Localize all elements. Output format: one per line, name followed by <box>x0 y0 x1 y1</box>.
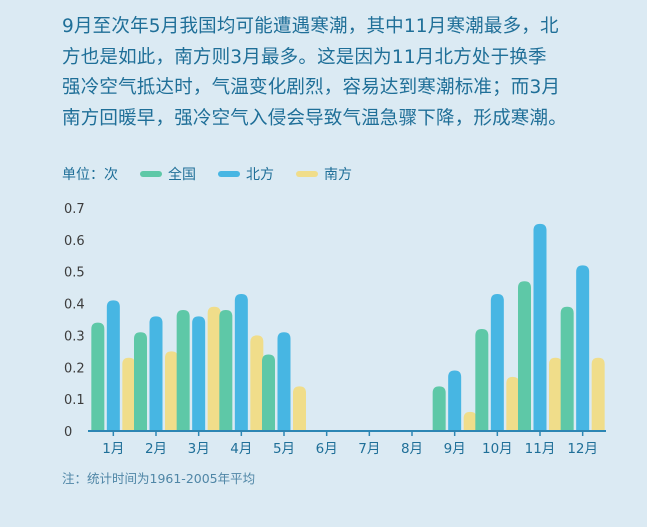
legend-swatch-south <box>296 171 318 177</box>
bar-south <box>293 386 306 431</box>
chart-legend: 单位：次 全国 北方 南方 <box>62 164 374 184</box>
bar-south <box>165 351 178 431</box>
legend-swatch-national <box>140 171 162 177</box>
y-tick-label: 0.3 <box>64 329 85 344</box>
x-tick-label: 3月 <box>188 441 210 457</box>
x-tick-label: 1月 <box>102 441 124 457</box>
bar-north <box>192 316 206 431</box>
bar-north <box>234 294 248 431</box>
y-tick-label: 0.1 <box>64 393 85 408</box>
bar-south <box>463 411 477 431</box>
y-tick-label: 0.5 <box>64 266 85 281</box>
x-tick-label: 4月 <box>230 441 252 457</box>
legend-item-south: 南方 <box>296 164 352 184</box>
x-tick-label: 7月 <box>358 441 380 457</box>
bar-chart: 0 0.1 0.2 0.3 0.4 0.5 0.6 0.7 1月 2月 3月 4月 5月 6月 7月 8月 9月… <box>64 202 606 457</box>
bar-national <box>219 309 233 431</box>
intro-text: 9月至次年5月我国均可能遭遇寒潮，其中11月寒潮最多，北 方也是如此，南方则3月… <box>62 12 622 134</box>
bar-national <box>560 306 574 431</box>
bar-national <box>518 281 531 431</box>
bar-national <box>176 309 190 431</box>
y-tick-label: 0.6 <box>64 234 85 249</box>
intro-line-4: 南方回暖早，强冷空气入侵会导致气温急骤下降，形成寒潮。 <box>62 107 567 129</box>
unit-label: 单位：次 <box>62 167 118 183</box>
intro-line-1: 9月至次年5月我国均可能遭遇寒潮，其中11月寒潮最多，北 <box>62 16 559 37</box>
bar-south <box>207 306 221 431</box>
legend-item-national: 全国 <box>140 164 196 184</box>
x-tick-label: 2月 <box>145 441 167 457</box>
legend-label-north: 北方 <box>246 167 274 183</box>
bar-south <box>591 357 605 431</box>
bar-national <box>91 322 105 431</box>
x-tick-label: 12月 <box>567 441 598 457</box>
bar-north <box>277 332 291 431</box>
x-tick-label: 11月 <box>525 441 556 457</box>
bar-north <box>533 223 547 431</box>
y-tick-label: 0 <box>64 425 72 440</box>
bar-national <box>432 386 446 431</box>
x-tick-label: 8月 <box>401 441 423 457</box>
legend-item-north: 北方 <box>218 164 274 184</box>
y-tick-label: 0.2 <box>64 361 85 376</box>
intro-line-3: 强冷空气抵达时，气温变化剧烈，容易达到寒潮标准；而3月 <box>62 77 561 98</box>
x-tick-label: 5月 <box>273 441 295 457</box>
footnote: 注：统计时间为1961-2005年平均 <box>62 471 256 486</box>
bar-north <box>448 370 462 431</box>
x-tick-label: 10月 <box>482 441 513 457</box>
x-tick-label: 9月 <box>444 441 466 457</box>
bar-north <box>576 265 590 431</box>
bar-north <box>106 300 120 431</box>
bar-national <box>475 329 489 431</box>
bar-south <box>549 357 562 431</box>
bar-north <box>490 294 504 431</box>
y-tick-label: 0.7 <box>64 202 85 217</box>
legend-label-south: 南方 <box>324 167 352 183</box>
y-tick-label: 0.4 <box>64 298 85 313</box>
bar-south <box>122 357 136 431</box>
legend-label-national: 全国 <box>168 167 196 183</box>
legend-swatch-north <box>218 171 240 177</box>
bar-national <box>262 354 275 431</box>
bar-south <box>250 335 264 431</box>
x-tick-label: 6月 <box>316 441 338 457</box>
bar-north <box>149 316 163 431</box>
intro-line-2: 方也是如此，南方则3月最多。这是因为11月北方处于换季 <box>62 46 547 68</box>
bar-south <box>506 376 520 431</box>
bar-national <box>134 332 147 431</box>
